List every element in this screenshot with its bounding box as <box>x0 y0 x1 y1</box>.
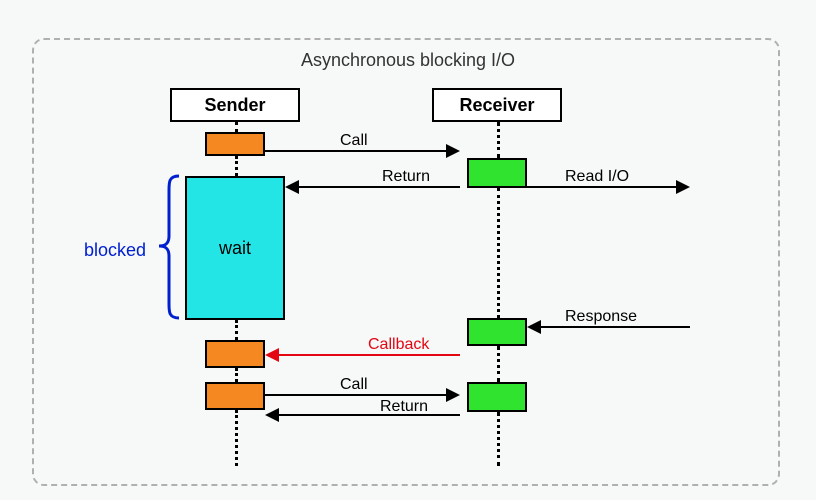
sender-cb-block <box>205 340 265 368</box>
diagram-title: Asynchronous blocking I/O <box>0 50 816 71</box>
call1-label: Call <box>340 132 368 150</box>
response-arrowhead <box>527 320 541 334</box>
callback-arrowhead <box>265 348 279 362</box>
call1-arrowhead <box>446 144 460 158</box>
sender-header: Sender <box>170 88 300 122</box>
lifeline-segment <box>497 188 500 318</box>
callback-label: Callback <box>368 336 429 354</box>
blocked-label: blocked <box>84 240 146 261</box>
response-label: Response <box>565 308 637 326</box>
call2-arrow <box>265 394 450 396</box>
lifeline-segment <box>235 410 238 466</box>
lifeline-segment <box>235 320 238 340</box>
return2-label: Return <box>380 398 428 416</box>
blocked-brace <box>155 174 183 322</box>
receiver-cb-block <box>467 318 527 346</box>
return2-arrow <box>275 414 460 416</box>
sender-call2-block <box>205 382 265 410</box>
receiver-label: Receiver <box>459 95 534 116</box>
sender-call1-block <box>205 132 265 156</box>
callback-arrow <box>275 354 460 356</box>
readio-arrowhead <box>676 180 690 194</box>
wait-label: wait <box>219 238 251 259</box>
lifeline-segment <box>235 122 238 132</box>
call2-label: Call <box>340 376 368 394</box>
readio-arrow <box>527 186 680 188</box>
call1-arrow <box>265 150 450 152</box>
lifeline-segment <box>497 412 500 466</box>
call2-arrowhead <box>446 388 460 402</box>
receiver-header: Receiver <box>432 88 562 122</box>
response-arrow <box>537 326 690 328</box>
readio-label: Read I/O <box>565 168 629 186</box>
sender-label: Sender <box>204 95 265 116</box>
lifeline-segment <box>497 346 500 382</box>
return1-arrowhead <box>285 180 299 194</box>
receiver-call2-block <box>467 382 527 412</box>
return1-label: Return <box>382 168 430 186</box>
receiver-call1-block <box>467 158 527 188</box>
lifeline-segment <box>235 368 238 382</box>
return1-arrow <box>295 186 460 188</box>
lifeline-segment <box>235 156 238 176</box>
wait-box: wait <box>185 176 285 320</box>
return2-arrowhead <box>265 408 279 422</box>
lifeline-segment <box>497 122 500 158</box>
diagram-frame <box>32 38 780 486</box>
